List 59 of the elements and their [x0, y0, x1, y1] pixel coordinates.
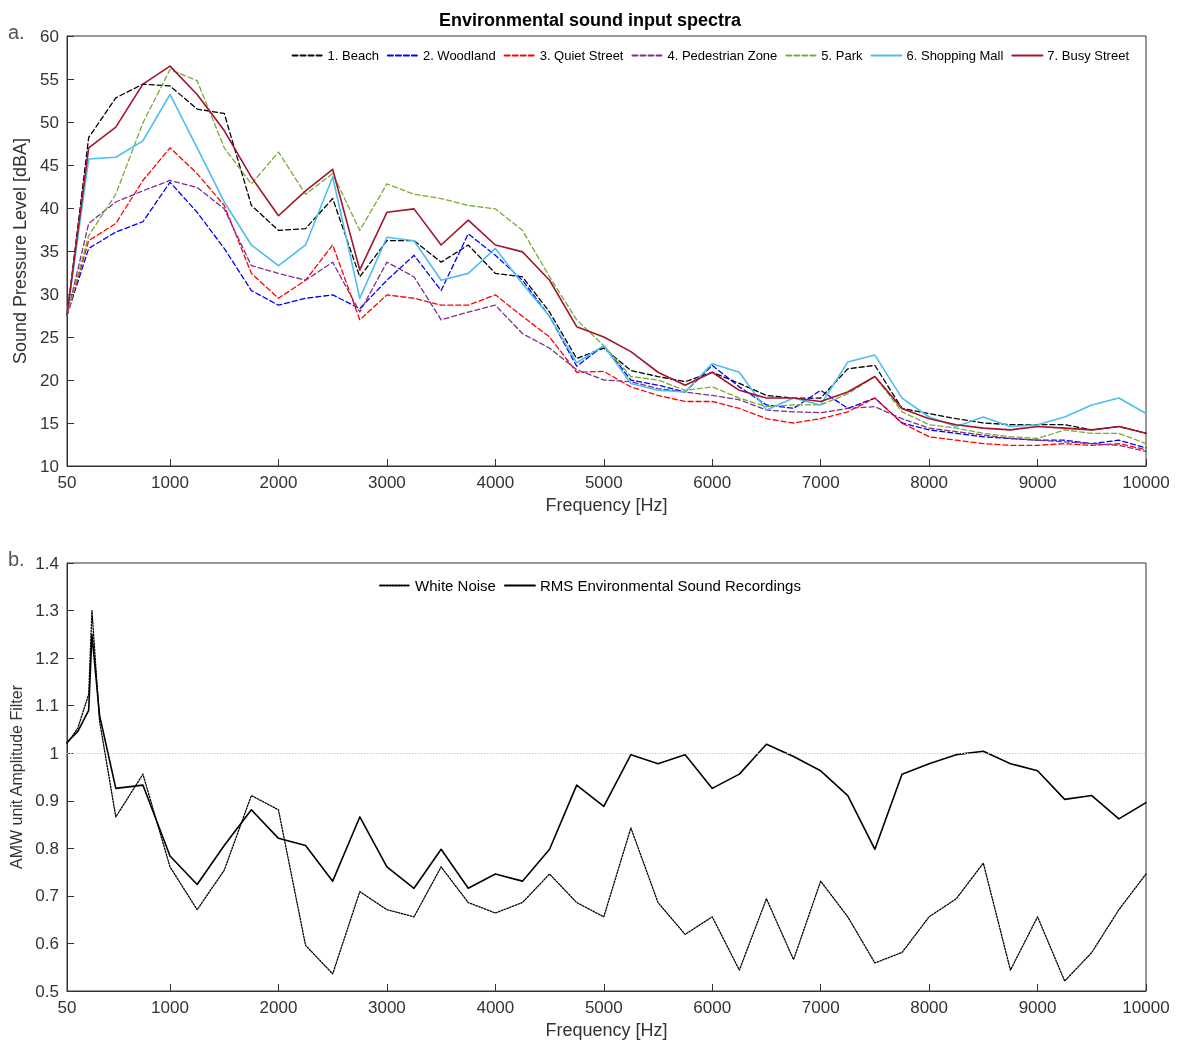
x-tick-label: 9000 [1018, 473, 1057, 492]
x-tick-label: 10000 [1122, 473, 1170, 492]
text: a. [8, 21, 25, 43]
legend-label: 6. Shopping Mall [906, 48, 1004, 63]
y-axis-title: Sound Pressure Level [dBA] [10, 137, 31, 365]
x-tick-label: 8000 [910, 998, 949, 1017]
x-tick-label: 50 [57, 473, 77, 492]
y-tick-label: 0.9 [35, 791, 59, 811]
y-tick-label: 55 [40, 69, 59, 89]
y-tick-label: 0.8 [35, 838, 59, 858]
x-tick-label: 7000 [801, 998, 840, 1017]
x-tick-label: 7000 [801, 473, 840, 492]
chart-title: Environmental sound input spectra [438, 10, 742, 30]
x-tick-label: 3000 [367, 998, 406, 1017]
x-tick-label: 10000 [1122, 998, 1170, 1017]
x-tick-label: 2000 [259, 998, 298, 1017]
x-tick-label: 9000 [1018, 998, 1057, 1017]
legend-label: 3. Quiet Street [539, 48, 624, 63]
x-tick-label: 4000 [476, 998, 515, 1017]
x-tick-label: 4000 [476, 473, 515, 492]
legend-label: White Noise [415, 577, 496, 594]
x-tick-label: 50 [57, 998, 77, 1017]
legend-label: 2. Woodland [422, 48, 496, 63]
legend-label: RMS Environmental Sound Recordings [539, 577, 801, 594]
legend-label: 5. Park [821, 48, 864, 63]
y-axis-title: AMW unit Amplitude Filter [7, 684, 25, 870]
x-tick-label: 5000 [584, 473, 623, 492]
y-tick-label: 1.3 [35, 601, 59, 621]
y-tick-label: 1.1 [35, 696, 59, 716]
x-tick-label: 2000 [259, 473, 298, 492]
y-tick-label: 35 [40, 241, 59, 261]
y-tick-label: 1.2 [35, 648, 59, 668]
x-axis-title: Frequency [Hz] [545, 1020, 668, 1040]
y-tick-label: 20 [40, 370, 59, 390]
y-tick-label: 10 [40, 456, 59, 476]
x-tick-label: 3000 [367, 473, 406, 492]
x-tick-label: 6000 [693, 473, 732, 492]
legend-label: 7. Busy Street [1047, 48, 1130, 63]
legend-label: 1. Beach [327, 48, 379, 63]
y-tick-label: 0.6 [35, 933, 59, 953]
x-tick-label: 5000 [584, 998, 623, 1017]
y-tick-label: 1 [49, 743, 59, 763]
y-tick-label: 1.4 [35, 553, 59, 573]
text: b. [8, 548, 25, 570]
y-tick-label: 0.5 [35, 981, 59, 1001]
y-tick-label: 15 [40, 413, 59, 433]
x-tick-label: 8000 [910, 473, 949, 492]
y-tick-label: 40 [40, 198, 59, 218]
y-tick-label: 0.7 [35, 886, 59, 906]
x-tick-label: 1000 [151, 998, 189, 1017]
y-tick-label: 60 [40, 26, 59, 46]
x-axis-title: Frequency [Hz] [545, 495, 668, 515]
legend-label: 4. Pedestrian Zone [667, 48, 778, 63]
x-tick-label: 1000 [151, 473, 189, 492]
x-tick-label: 6000 [693, 998, 732, 1017]
y-tick-label: 45 [40, 155, 59, 175]
y-tick-label: 30 [40, 284, 59, 304]
y-tick-label: 50 [40, 112, 59, 132]
y-tick-label: 25 [40, 327, 59, 347]
